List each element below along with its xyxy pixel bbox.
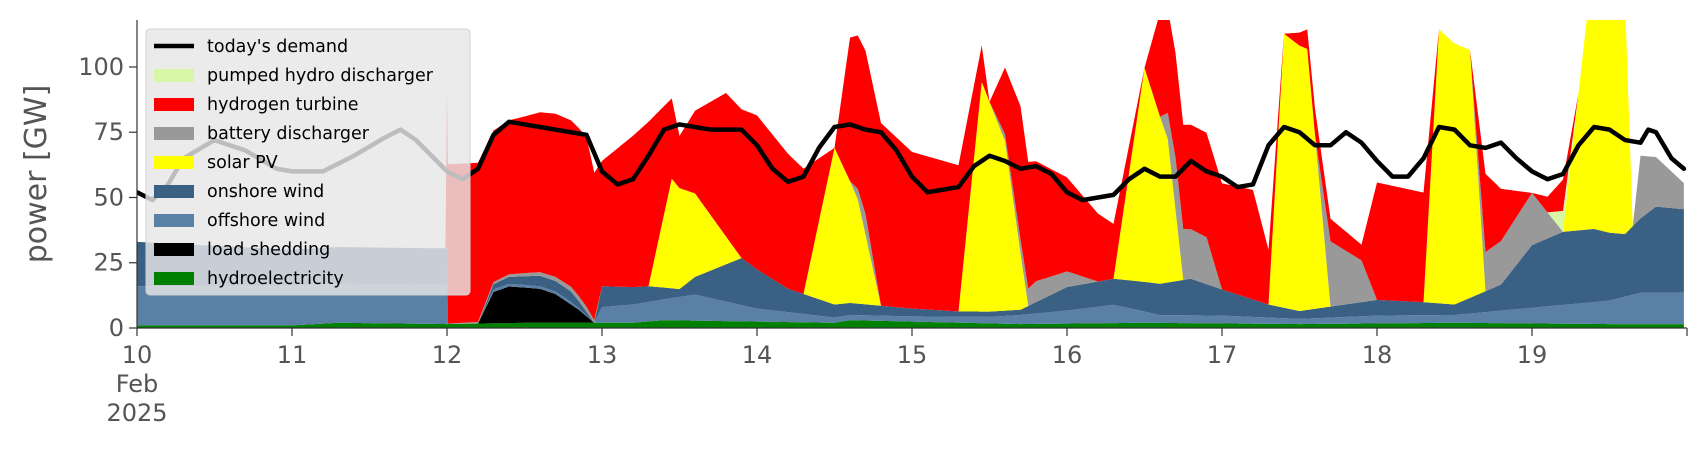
legend-swatch xyxy=(154,185,194,198)
area-hydroelectricity xyxy=(137,320,1684,328)
demand-line xyxy=(137,119,1687,203)
legend-label: onshore wind xyxy=(207,182,324,202)
legend-swatch xyxy=(154,156,194,169)
legend-label: load shedding xyxy=(207,240,330,260)
legend-swatch xyxy=(154,127,194,140)
x-tick-label: 13 xyxy=(587,341,618,369)
legend-label: hydrogen turbine xyxy=(207,95,359,115)
legend-entry: hydrogen turbine xyxy=(154,95,359,115)
legend-label: today's demand xyxy=(207,37,348,57)
x-tick-label: 19 xyxy=(1517,341,1548,369)
legend-label: pumped hydro discharger xyxy=(207,66,434,86)
area-load-shedding xyxy=(137,286,1684,326)
legend-swatch xyxy=(154,214,194,227)
x-tick-label: 18 xyxy=(1362,341,1393,369)
x-tick-label: 16 xyxy=(1052,341,1083,369)
legend-box xyxy=(145,28,471,296)
legend-entry: offshore wind xyxy=(154,211,325,231)
legend-label: battery discharger xyxy=(207,124,370,144)
x-tick-label: 17 xyxy=(1207,341,1238,369)
legend-label: offshore wind xyxy=(207,211,325,231)
demand-line-group xyxy=(137,119,1687,203)
legend-swatch xyxy=(154,243,194,256)
area-solar-pv xyxy=(137,20,1684,325)
legend-label: solar PV xyxy=(207,153,278,173)
y-tick-label: 0 xyxy=(109,314,124,342)
y-tick-label: 25 xyxy=(93,249,124,277)
y-tick-label: 100 xyxy=(78,53,124,81)
legend-entry: solar PV xyxy=(154,153,278,173)
legend-entry: load shedding xyxy=(154,240,330,260)
legend-entry: onshore wind xyxy=(154,182,324,202)
y-ticks: 0 25 50 75 100 xyxy=(78,53,137,342)
legend-swatch xyxy=(154,272,194,285)
legend-entry: hydroelectricity xyxy=(154,269,344,289)
y-tick-label: 50 xyxy=(93,183,124,211)
legend: today's demand pumped hydro discharger hyd… xyxy=(145,28,471,296)
x-tick-label: 11 xyxy=(277,341,308,369)
y-tick-label: 75 xyxy=(93,118,124,146)
x-ticks: 10 Feb 2025 11 12 13 14 15 16 17 18 19 xyxy=(106,328,1688,427)
legend-entry: battery discharger xyxy=(154,124,370,144)
legend-entry: pumped hydro discharger xyxy=(154,66,434,86)
x-tick-label: 10 Feb 2025 xyxy=(106,341,167,427)
x-tick-label: 12 xyxy=(432,341,463,369)
y-axis-title: power [GW] xyxy=(19,85,54,264)
x-tick-label: 15 xyxy=(897,341,928,369)
legend-swatch xyxy=(154,69,194,82)
legend-label: hydroelectricity xyxy=(207,269,344,289)
x-tick-label: 14 xyxy=(742,341,773,369)
legend-entry: today's demand xyxy=(154,37,348,57)
legend-swatch xyxy=(154,98,194,111)
